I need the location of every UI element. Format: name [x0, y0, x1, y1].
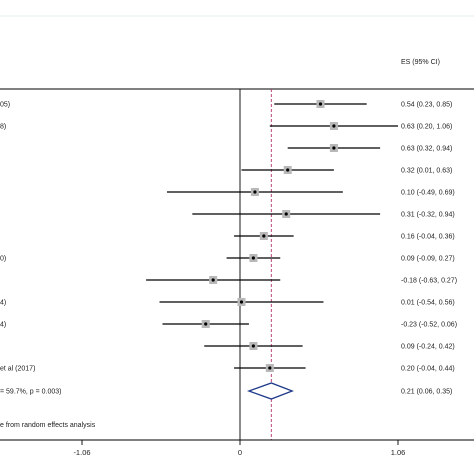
study-ci-text: 0.09 (-0.24, 0.42) [401, 344, 455, 351]
study-point [251, 344, 256, 348]
x-tick-label: -1.06 [73, 448, 90, 457]
study-label: et al (2017) [0, 366, 35, 373]
pooled-diamond [247, 382, 294, 400]
study-point [286, 168, 290, 172]
overall-label: = 59.7%, p = 0.003) [0, 389, 62, 396]
study-label: 8) [0, 124, 6, 131]
study-point [251, 256, 256, 260]
study-point [332, 146, 336, 150]
study-label: 4) [0, 300, 6, 307]
study-ci-text: 0.01 (-0.54, 0.56) [401, 300, 455, 307]
study-point [332, 124, 336, 128]
footnote: e from random effects analysis [0, 422, 96, 429]
study-ci-text: 0.63 (0.20, 1.06) [401, 124, 452, 131]
study-point [204, 322, 208, 326]
study-point [253, 190, 257, 194]
study-point [239, 300, 244, 304]
study-ci-text: -0.18 (-0.63, 0.27) [401, 278, 457, 285]
study-label: 4) [0, 322, 6, 329]
x-tick-label: 1.06 [391, 448, 406, 457]
study-ci-text: 0.31 (-0.32, 0.94) [401, 212, 455, 219]
study-ci-text: 0.09 (-0.09, 0.27) [401, 256, 455, 263]
study-ci-text: 0.20 (-0.04, 0.44) [401, 366, 455, 373]
study-point [284, 212, 288, 216]
column-header: ES (95% CI) [401, 59, 440, 66]
study-ci-text: -0.23 (-0.52, 0.06) [401, 322, 457, 329]
study-point [318, 102, 323, 106]
study-ci-text: 0.54 (0.23, 0.85) [401, 102, 452, 109]
overall-ci-text: 0.21 (0.06, 0.35) [401, 389, 452, 396]
study-ci-text: 0.32 (0.01, 0.63) [401, 168, 452, 175]
study-point [268, 366, 272, 370]
study-point [262, 234, 266, 238]
study-point [211, 278, 215, 282]
x-tick-label: 0 [238, 448, 242, 457]
study-label: 0) [0, 256, 6, 263]
study-ci-text: 0.63 (0.32, 0.94) [401, 146, 452, 153]
study-ci-text: 0.10 (-0.49, 0.69) [401, 190, 455, 197]
study-ci-text: 0.16 (-0.04, 0.36) [401, 234, 455, 241]
study-label: 05) [0, 102, 10, 109]
